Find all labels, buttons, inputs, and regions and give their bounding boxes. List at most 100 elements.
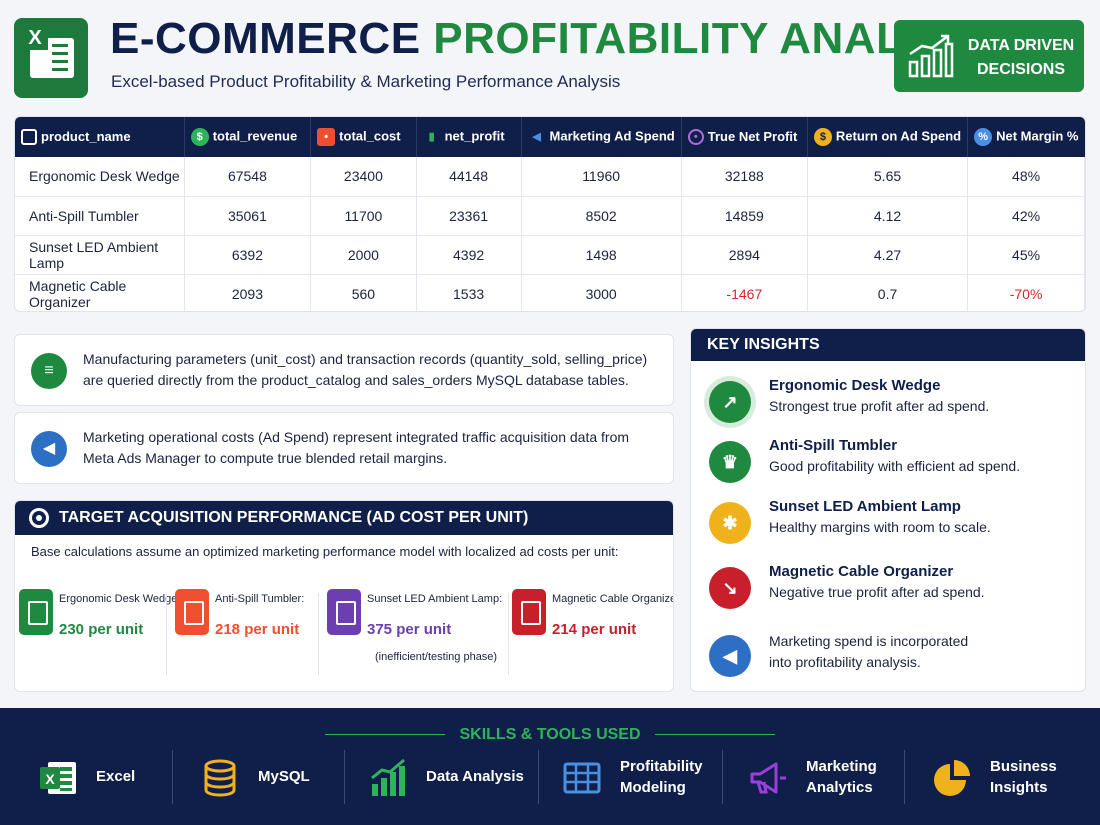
megaphone-icon [750,762,786,794]
tool-data-analysis: Data Analysis [368,752,528,810]
tool-profitability-modeling: Profitability Modeling [562,752,712,810]
tool-excel: X Excel [38,752,158,810]
megaphone-icon: ◀ [31,431,67,467]
divider [508,593,509,675]
cell-net-profit: 23361 [416,196,522,236]
coin-icon: $ [813,128,832,146]
database-icon [204,759,236,797]
cell-total-cost: 560 [310,274,417,311]
trophy-icon: ♛ [709,441,751,483]
logo-letter: X [22,26,48,50]
table-row: Ergonomic Desk Wedge 67548 23400 44148 1… [15,157,1085,197]
cell-total-revenue: 67548 [184,157,312,197]
growth-chart-icon [908,34,954,78]
column-header-product-name[interactable]: product_name [15,117,185,157]
cell-roas: 5.65 [807,157,969,197]
target-icon [29,508,49,528]
tool-label-line-2: Analytics [806,779,873,796]
spreadsheet-icon [563,762,601,794]
divider [538,750,539,804]
divider [318,593,319,675]
target-icon: • [687,129,704,146]
insight-title: Anti-Spill Tumbler [769,437,898,454]
unit-cost-magnetic-cable-organizer: Magnetic Cable Organizer: 214 per unit [508,583,673,679]
badge-line-1: DATA DRIVEN [967,37,1075,54]
title-part-1: E-COMMERCE [110,14,421,63]
column-header-net-margin[interactable]: % Net Margin % [967,117,1085,157]
divider [904,750,905,804]
insight-title: Magnetic Cable Organizer [769,563,954,580]
insight-note: ◀ Marketing spend is incorporated into p… [691,627,1085,687]
table-row: Sunset LED Ambient Lamp 6392 2000 4392 1… [15,235,1085,275]
cell-ad-spend: 1498 [521,235,682,275]
insight-description: Good profitability with efficient ad spe… [769,458,1021,474]
insight-description: Healthy margins with room to scale. [769,519,991,535]
cell-total-cost: 11700 [310,196,417,236]
tool-label: Excel [96,768,136,785]
cup-icon [175,589,209,635]
skills-title: SKILLS & TOOLS USED [0,726,1100,744]
cell-roas: 4.12 [807,196,969,236]
cell-product-name: Anti-Spill Tumbler [15,196,185,236]
cell-ad-spend: 3000 [521,274,682,311]
tool-label-line-1: Business [990,758,1057,775]
lamp-icon [327,589,361,635]
database-icon: ≡ [31,353,67,389]
cable-organizer-icon [512,589,546,635]
insight-title: Ergonomic Desk Wedge [769,377,941,394]
megaphone-icon: ◀ [532,131,541,143]
cell-product-name: Sunset LED Ambient Lamp [15,235,185,275]
target-acquisition-description: Base calculations assume an optimized ma… [31,544,619,559]
column-header-total-revenue[interactable]: $ total_revenue [184,117,312,157]
cell-net-profit: 4392 [416,235,522,275]
column-header-return-on-ad-spend[interactable]: $ Return on Ad Spend [807,117,969,157]
insight-description: Negative true profit after ad spend. [769,584,985,600]
money-bag-icon: $ [190,128,209,146]
excel-logo-icon: X [14,18,88,98]
table-row: Anti-Spill Tumbler 35061 11700 23361 850… [15,196,1085,236]
divider [172,750,173,804]
unit-cost-ergonomic-desk-wedge: Ergonomic Desk Wedge: 230 per unit [15,583,180,679]
header: X E-COMMERCE PROFITABILITY ANALYSIS Exce… [0,0,1100,108]
cell-total-revenue: 6392 [184,235,312,275]
bar-chart-icon: ▮ [428,131,435,143]
cell-total-cost: 23400 [310,157,417,197]
key-insights-title: KEY INSIGHTS [691,329,1085,361]
cell-true-net-profit: -1467 [681,274,808,311]
bar-chart-icon [371,758,405,796]
cell-total-revenue: 2093 [184,274,312,311]
database-info-card: ≡ Manufacturing parameters (unit_cost) a… [14,334,674,406]
skills-footer: SKILLS & TOOLS USED X Excel MySQL Data A… [0,708,1100,825]
tool-mysql: MySQL [200,752,330,810]
column-header-net-profit[interactable]: ▮ net_profit [416,117,522,157]
cell-total-cost: 2000 [310,235,417,275]
insight-note-line-2: into profitability analysis. [769,654,921,670]
unit-cost-sunset-led-ambient-lamp: Sunset LED Ambient Lamp: 375 per unit (i… [323,583,503,679]
tool-label-line-2: Insights [990,779,1048,796]
divider [166,593,167,675]
cell-product-name: Ergonomic Desk Wedge [15,157,185,197]
table-header-row: product_name $ total_revenue • total_cost … [15,117,1085,157]
insight-item: ↗ Ergonomic Desk Wedge Strongest true pr… [691,373,1085,433]
column-header-marketing-ad-spend[interactable]: ◀ Marketing Ad Spend [521,117,682,157]
cell-net-margin: 45% [967,235,1085,275]
unit-cost-note: (inefficient/testing phase) [375,651,498,663]
column-header-total-cost[interactable]: • total_cost [310,117,417,157]
box-icon [21,129,37,146]
column-header-true-net-profit[interactable]: • True Net Profit [681,117,808,157]
tool-label: MySQL [258,768,310,785]
excel-icon: X [40,762,76,794]
cell-true-net-profit: 2894 [681,235,808,275]
tool-label: Data Analysis [426,768,524,785]
badge-line-2: DECISIONS [976,61,1065,78]
cell-total-revenue: 35061 [184,196,312,236]
target-acquisition-panel: TARGET ACQUISITION PERFORMANCE (AD COST … [14,500,674,692]
target-acquisition-title: TARGET ACQUISITION PERFORMANCE (AD COST … [59,509,529,526]
pie-chart-icon [934,760,970,796]
table-row: Magnetic Cable Organizer 2093 560 1533 3… [15,274,1085,311]
tool-label-line-1: Marketing [806,758,877,775]
key-insights-panel: KEY INSIGHTS ↗ Ergonomic Desk Wedge Stro… [690,328,1086,692]
insight-item: ♛ Anti-Spill Tumbler Good profitability … [691,433,1085,493]
cell-net-margin: 48% [967,157,1085,197]
svg-text:X: X [45,771,55,787]
